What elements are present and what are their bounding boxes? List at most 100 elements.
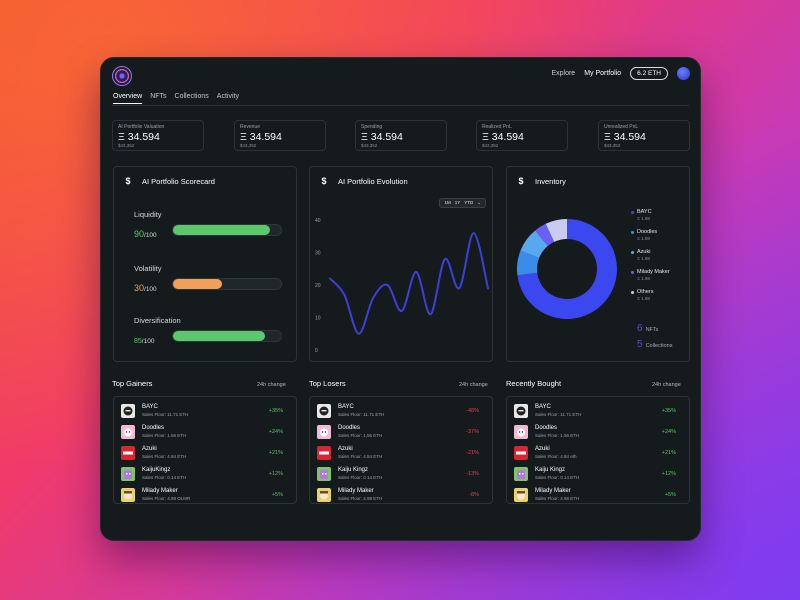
list-item[interactable]: Kaiju Kingz Sales Floor: 0.14 ETH -13%	[317, 466, 479, 482]
series-line	[329, 231, 489, 335]
line-chart: 0 10 20 30 40	[315, 218, 489, 354]
list-item[interactable]: Doodles Sales Floor: 1.56 ETH +24%	[514, 424, 676, 440]
sales-floor: Sales Floor: 11.71 ETH	[142, 412, 189, 417]
tab-divider	[112, 105, 689, 106]
legend-value: Ξ 1.98	[637, 256, 650, 261]
score-name: Liquidity	[134, 210, 162, 219]
tab-activity[interactable]: Activity	[216, 93, 239, 100]
change-percent: -8%	[469, 492, 479, 498]
scorecard-panel: $ AI Portfolio Scorecard Liquidity 90/10…	[113, 166, 297, 362]
score-volatility: Volatility 30/100	[134, 264, 284, 293]
evolution-title: AI Portfolio Evolution	[338, 176, 408, 186]
donut-slice	[517, 219, 617, 319]
score-value: 85/100	[134, 335, 154, 345]
nav-explore[interactable]: Explore	[551, 70, 576, 77]
scorecard-title: AI Portfolio Scorecard	[142, 176, 215, 186]
stat-card-spending: Spending Ξ 34.594 $43,352	[355, 120, 447, 151]
azuki-thumbnail	[317, 446, 331, 460]
score-number: 90	[134, 229, 145, 239]
nav-my-portfolio[interactable]: My Portfolio	[584, 70, 622, 77]
sales-floor: Sales Floor: 0.14 ETH	[338, 475, 383, 480]
list-item[interactable]: Doodles Sales Floor: 1.56 ETH +24%	[121, 424, 283, 440]
kaiju-thumbnail	[514, 467, 528, 481]
list-item[interactable]: Azuki Sales Floor: 4.84 eth +21%	[514, 445, 676, 461]
stat-sub: $43,352	[604, 143, 621, 148]
doodles-thumbnail	[317, 425, 331, 439]
list-item[interactable]: Doodles Sales Floor: 1.56 ETH -37%	[317, 424, 479, 440]
collection-name: BAYC	[535, 404, 551, 410]
legend-doodles: Doodles Ξ 1.98	[631, 229, 657, 241]
bayc-thumbnail	[317, 404, 331, 418]
list-item[interactable]: Milady Maker Sales Floor: 4.98 OLMR +5%	[121, 487, 283, 503]
change-percent: +12%	[268, 471, 283, 477]
avatar[interactable]	[677, 67, 690, 80]
bayc-thumbnail	[121, 404, 135, 418]
score-of: /100	[144, 232, 157, 239]
stat-value: Ξ 34.594	[604, 131, 646, 143]
sales-floor: Sales Floor: 4.98 ETH	[535, 496, 580, 501]
range-1m[interactable]: 1M	[444, 200, 451, 205]
legend-value: Ξ 1.98	[637, 276, 650, 281]
app-logo[interactable]	[112, 66, 132, 86]
losers-list: BAYC Sales Floor: 11.71 ETH -48% Doodles Sal…	[309, 396, 493, 504]
list-item[interactable]: BAYC Sales Floor: 11.71 ETH +35%	[514, 403, 676, 419]
list-item[interactable]: KaijuKingz Sales Floor: 0.14 ETH +12%	[121, 466, 283, 482]
change-percent: +35%	[661, 408, 676, 414]
change-percent: +21%	[661, 450, 676, 456]
list-item[interactable]: Azuki Sales Floor: 4.84 ETH +21%	[121, 445, 283, 461]
collection-name: Doodles	[142, 425, 165, 431]
dollar-icon: $	[125, 176, 131, 186]
chevron-down-icon[interactable]: ⌄	[477, 200, 481, 205]
tab-collections[interactable]: Collections	[174, 93, 209, 100]
list-item[interactable]: Azuki Sales Floor: 4.84 ETH -21%	[317, 445, 479, 461]
score-name: Volatility	[134, 264, 162, 273]
legend-name: BAYC	[637, 209, 652, 215]
legend-value: Ξ 1.98	[637, 236, 650, 241]
sales-floor: Sales Floor: 4.98 ETH	[338, 496, 383, 501]
score-bar-fill	[173, 331, 265, 341]
sales-floor: Sales Floor: 0.14 ETH	[142, 475, 187, 480]
list-item[interactable]: BAYC Sales Floor: 11.71 ETH -48%	[317, 403, 479, 419]
y-tick-label: 20	[315, 283, 321, 289]
legend-value: Ξ 1.98	[637, 216, 650, 221]
gainers-change-label: 24h change	[257, 382, 286, 388]
tab-overview[interactable]: Overview	[113, 93, 143, 104]
y-tick-label: 10	[315, 316, 321, 322]
range-ytd[interactable]: YTD	[464, 200, 474, 205]
collection-name: Azuki	[142, 446, 157, 452]
collection-name: BAYC	[142, 404, 158, 410]
losers-title: Top Losers	[309, 379, 346, 388]
legend-milady: Milady Maker Ξ 1.98	[631, 269, 670, 281]
stat-sub: $43,352	[482, 143, 499, 148]
list-item[interactable]: BAYC Sales Floor: 11.71 ETH +35%	[121, 403, 283, 419]
dollar-icon: $	[321, 176, 327, 186]
change-percent: +5%	[664, 492, 676, 498]
legend-value: Ξ 1.98	[637, 296, 650, 301]
balance-pill[interactable]: 6.2 ETH	[630, 67, 668, 80]
list-item[interactable]: Milady Maker Sales Floor: 4.98 ETH +5%	[514, 487, 676, 503]
range-selector[interactable]: 1M 1Y YTD ⌄	[439, 198, 486, 208]
donut-slice	[545, 219, 567, 242]
score-of: /100	[144, 286, 157, 293]
range-1y[interactable]: 1Y	[454, 200, 461, 205]
gainers-title: Top Gainers	[112, 379, 153, 388]
collection-name: Doodles	[338, 425, 361, 431]
stat-sub: $43,352	[240, 143, 257, 148]
recent-list: BAYC Sales Floor: 11.71 ETH +35% Doodles Sal…	[506, 396, 690, 504]
top-nav: Explore My Portfolio 6.2 ETH	[551, 67, 690, 80]
donut-slice	[520, 230, 548, 258]
list-item[interactable]: Kaiju Kingz Sales Floor: 0.14 ETH +12%	[514, 466, 676, 482]
score-row: 30/100	[134, 278, 284, 293]
change-percent: +21%	[268, 450, 283, 456]
doodles-thumbnail	[514, 425, 528, 439]
stat-sub: $43,352	[361, 143, 378, 148]
legend-dot	[631, 251, 634, 254]
sales-floor: Sales Floor: 1.56 ETH	[535, 433, 580, 438]
list-item[interactable]: Milady Maker Sales Floor: 4.98 ETH -8%	[317, 487, 479, 503]
evolution-panel: $ AI Portfolio Evolution 1M 1Y YTD ⌄ 0 10…	[309, 166, 493, 362]
tab-nfts[interactable]: NFTs	[150, 93, 167, 100]
collection-name: BAYC	[338, 404, 354, 410]
nfts-number: 6	[637, 323, 643, 334]
sales-floor: Sales Floor: 4.98 OLMR	[142, 496, 191, 501]
stat-label: Unrealized PnL	[604, 124, 639, 130]
